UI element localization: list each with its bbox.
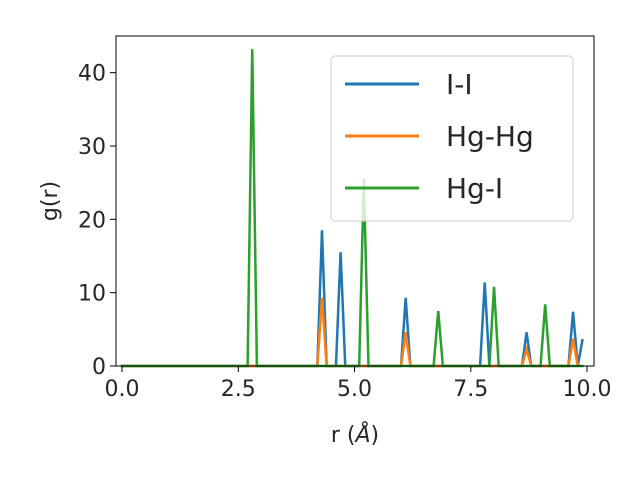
legend: I-I Hg-Hg Hg-I (330, 55, 574, 222)
x-tick-label-1: 2.5 (221, 377, 256, 402)
y-tick-label-4: 40 (78, 62, 106, 87)
y-axis: 0 10 20 30 40 (78, 62, 116, 380)
x-axis-label-prefix: r ( (331, 423, 356, 448)
x-tick-label-3: 7.5 (453, 377, 488, 402)
x-axis-label-unit: Å (353, 421, 370, 448)
legend-label-1: Hg-Hg (446, 120, 534, 153)
y-tick-label-2: 20 (78, 208, 106, 233)
y-tick-label-0: 0 (92, 355, 106, 380)
y-tick-label-3: 30 (78, 135, 106, 160)
x-tick-label-2: 5.0 (337, 377, 372, 402)
y-axis-label: g(r) (38, 181, 63, 221)
y-tick-label-1: 10 (78, 282, 106, 307)
legend-label-0: I-I (446, 68, 473, 101)
legend-label-2: Hg-I (446, 172, 503, 205)
legend-box (330, 55, 574, 222)
x-tick-label-4: 10.0 (563, 377, 612, 402)
x-axis-label-suffix: ) (371, 423, 380, 448)
x-axis-label: r (Å) (331, 421, 379, 448)
x-tick-label-0: 0.0 (105, 377, 140, 402)
series-line-2 (120, 49, 584, 368)
x-axis: 0.0 2.5 5.0 7.5 10.0 (105, 366, 612, 402)
